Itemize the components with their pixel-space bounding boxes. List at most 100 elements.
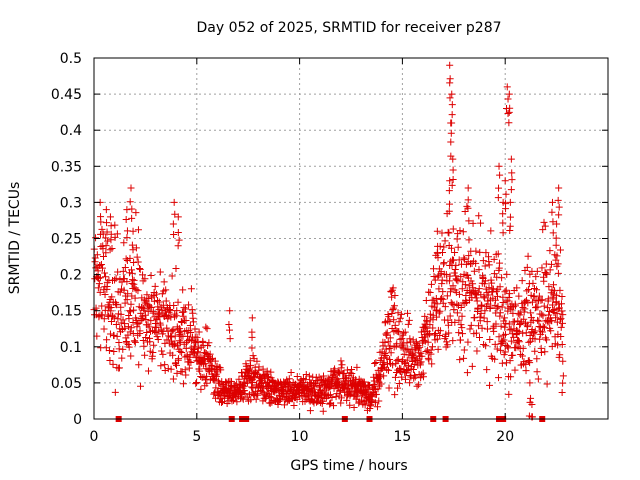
data-point [450,269,458,277]
data-point [264,373,272,381]
data-points [90,61,567,422]
data-point [168,272,176,280]
data-point [480,314,488,322]
data-point [536,335,544,343]
data-point [490,255,498,263]
x-tick-label: 5 [192,429,201,445]
data-point [538,296,546,304]
data-point [293,373,301,381]
data-point [523,321,531,329]
data-point [499,229,507,237]
data-point [155,298,163,306]
data-point [396,314,404,322]
data-point [131,337,139,345]
data-point [548,198,556,206]
data-point [106,356,114,364]
y-tick-label: 0.2 [60,268,82,284]
data-point [404,309,412,317]
data-point [389,361,397,369]
data-point [523,287,531,295]
data-point [96,274,104,282]
data-point [102,249,110,257]
data-point [143,328,151,336]
data-point [132,209,140,217]
data-point [410,374,418,382]
data-point [163,324,171,332]
data-point [409,365,417,373]
data-point [537,348,545,356]
data-point [189,318,197,326]
data-point [502,190,510,198]
data-point [102,273,110,281]
y-tick-label: 0 [73,412,82,428]
data-point [430,272,438,280]
data-point [550,281,558,289]
data-point [518,277,526,285]
data-point [406,335,414,343]
data-point [217,366,225,374]
data-point [504,95,512,103]
data-point [481,277,489,285]
data-point [415,381,423,389]
data-point [547,327,555,335]
data-point [360,378,368,386]
data-point [92,234,100,242]
data-point [556,351,564,359]
data-point [525,412,533,420]
data-point [169,375,177,383]
data-point [253,390,261,398]
data-point [464,184,472,192]
data-point [480,280,488,288]
data-point [547,260,555,268]
data-point [226,326,234,334]
data-point [502,359,510,367]
data-point [97,218,105,226]
data-point [113,301,121,309]
data-point [555,203,563,211]
data-point [427,346,435,354]
data-point [426,289,434,297]
data-point [410,360,418,368]
data-point [150,341,158,349]
data-point [123,278,131,286]
data-point [189,348,197,356]
data-point [448,181,456,189]
data-point [458,312,466,320]
data-point [248,333,256,341]
data-point [445,200,453,208]
data-point [438,229,446,237]
data-point [326,400,334,408]
data-point [243,379,251,387]
data-point [445,207,453,215]
data-point [157,321,165,329]
data-point [136,327,144,335]
data-point [455,329,463,337]
data-point [424,354,432,362]
data-point [506,198,514,206]
data-point [496,312,504,320]
data-point [247,396,255,404]
data-point [371,399,379,407]
data-point [142,333,150,341]
data-point [119,316,127,324]
data-point [449,282,457,290]
data-point [335,368,343,376]
data-point [380,372,388,380]
data-point [499,299,507,307]
data-point [438,280,446,288]
data-point [525,338,533,346]
data-point [553,291,561,299]
data-point [337,364,345,372]
data-point [202,375,210,383]
data-point [140,306,148,314]
data-point [440,259,448,267]
data-point [263,367,271,375]
data-point [153,297,161,305]
data-point [290,401,298,409]
data-point [486,381,494,389]
data-point [434,345,442,353]
data-point [559,357,567,365]
data-point [141,351,149,359]
data-point [157,362,165,370]
data-point [149,349,157,357]
